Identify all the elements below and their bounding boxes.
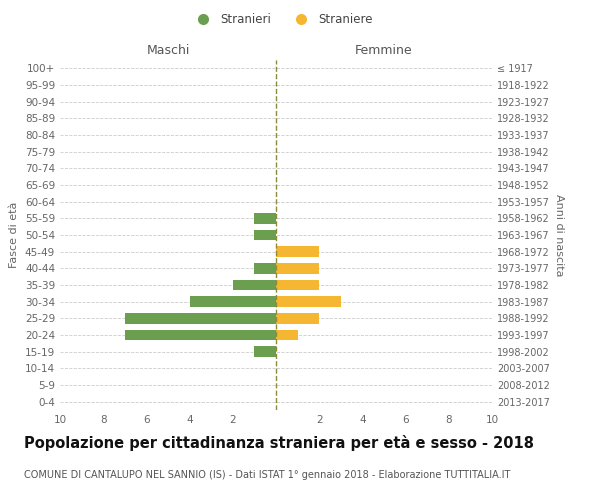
Y-axis label: Anni di nascita: Anni di nascita [554,194,563,276]
Bar [254,230,276,240]
Bar [276,330,298,340]
Y-axis label: Fasce di età: Fasce di età [10,202,19,268]
Bar [276,313,319,324]
Bar [276,246,319,257]
Bar [254,213,276,224]
Text: Maschi: Maschi [146,44,190,57]
Legend: Stranieri, Straniere: Stranieri, Straniere [186,8,378,31]
Bar [125,330,276,340]
Text: Popolazione per cittadinanza straniera per età e sesso - 2018: Popolazione per cittadinanza straniera p… [24,435,534,451]
Bar [233,280,276,290]
Bar [190,296,276,307]
Bar [125,313,276,324]
Bar [254,263,276,274]
Bar [276,296,341,307]
Text: Femmine: Femmine [355,44,413,57]
Bar [276,263,319,274]
Bar [254,346,276,357]
Bar [276,280,319,290]
Text: COMUNE DI CANTALUPO NEL SANNIO (IS) - Dati ISTAT 1° gennaio 2018 - Elaborazione : COMUNE DI CANTALUPO NEL SANNIO (IS) - Da… [24,470,511,480]
